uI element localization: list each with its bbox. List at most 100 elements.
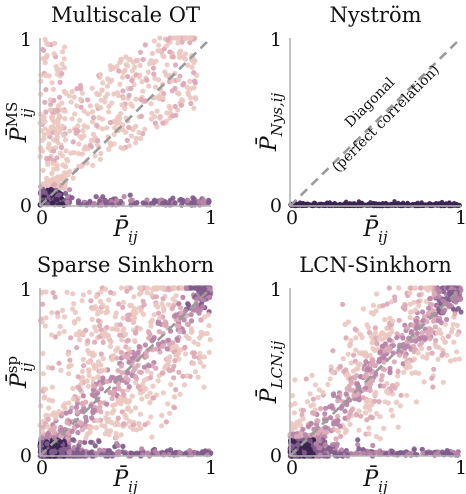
data-point: [79, 90, 85, 96]
data-point: [92, 393, 98, 399]
data-point: [301, 450, 307, 456]
data-point: [61, 88, 67, 94]
data-point: [420, 317, 426, 324]
data-point: [138, 96, 144, 103]
data-point: [128, 133, 134, 139]
data-point: [146, 363, 152, 369]
data-point: [62, 116, 68, 122]
data-point: [70, 175, 76, 181]
data-point: [113, 430, 119, 437]
data-point: [117, 332, 123, 338]
data-point: [102, 367, 108, 373]
data-point: [69, 428, 75, 434]
x-tick-label: 0: [36, 457, 48, 479]
data-point: [75, 384, 81, 390]
data-point: [151, 71, 157, 77]
data-point: [51, 97, 57, 104]
data-point: [200, 304, 206, 310]
data-point: [142, 126, 148, 132]
data-point: [105, 334, 112, 341]
data-point: [448, 329, 455, 335]
data-point: [440, 309, 446, 315]
data-point: [63, 410, 69, 416]
data-point: [337, 423, 343, 429]
data-point: [59, 49, 66, 55]
data-point: [81, 123, 87, 129]
data-point: [292, 401, 298, 407]
data-point: [192, 285, 198, 291]
data-point: [178, 347, 184, 353]
data-point: [88, 298, 94, 304]
data-point: [85, 111, 91, 117]
data-point: [174, 352, 180, 358]
data-point: [308, 403, 314, 409]
data-point: [49, 365, 56, 371]
data-point: [129, 393, 135, 399]
data-point: [381, 383, 387, 389]
data-point: [360, 306, 366, 312]
data-point: [297, 418, 303, 424]
data-point: [130, 422, 137, 428]
data-point: [90, 387, 96, 393]
data-point: [175, 77, 182, 83]
data-point: [181, 317, 187, 323]
data-point: [447, 358, 454, 364]
data-point: [101, 447, 107, 453]
data-point: [59, 427, 65, 433]
data-point: [147, 375, 153, 381]
data-point: [141, 364, 147, 370]
data-point: [161, 54, 167, 60]
x-tick-label: 1: [455, 207, 466, 229]
data-point: [90, 115, 97, 121]
panel-title: Nyström: [329, 3, 421, 27]
data-point: [394, 381, 400, 387]
data-point: [364, 398, 370, 404]
data-point: [192, 369, 199, 375]
data-point: [383, 201, 388, 206]
data-point: [317, 438, 323, 444]
data-point: [137, 411, 143, 417]
data-point: [99, 126, 105, 132]
y-tick-label: 0: [270, 195, 282, 217]
data-point: [60, 201, 66, 207]
data-point: [129, 68, 135, 74]
data-point: [358, 413, 364, 419]
data-point: [59, 307, 66, 313]
data-point: [58, 367, 64, 373]
data-point: [400, 335, 406, 341]
data-point: [341, 368, 347, 374]
data-point: [140, 88, 146, 94]
data-point: [74, 409, 80, 415]
data-point: [309, 372, 315, 378]
scatter-points: [288, 199, 462, 209]
data-point: [440, 350, 446, 356]
data-point: [79, 427, 85, 433]
data-point: [175, 40, 181, 46]
data-point: [416, 292, 422, 298]
data-point: [373, 291, 380, 297]
data-point: [153, 294, 159, 300]
data-point: [67, 187, 73, 193]
data-point: [78, 104, 84, 110]
data-point: [117, 60, 123, 66]
data-point: [49, 332, 55, 338]
data-point: [153, 346, 159, 352]
data-point: [137, 285, 143, 291]
data-point: [179, 97, 185, 103]
data-point: [79, 151, 85, 157]
data-point: [322, 405, 329, 411]
data-point: [172, 62, 179, 68]
data-point: [63, 164, 69, 170]
data-point: [105, 76, 111, 82]
data-point: [87, 359, 93, 365]
data-point: [148, 319, 154, 325]
data-point: [402, 353, 408, 359]
data-point: [395, 373, 401, 379]
data-point: [120, 304, 126, 310]
data-point: [292, 377, 298, 383]
data-point: [155, 341, 161, 347]
data-point: [78, 420, 84, 426]
data-point: [117, 115, 123, 121]
